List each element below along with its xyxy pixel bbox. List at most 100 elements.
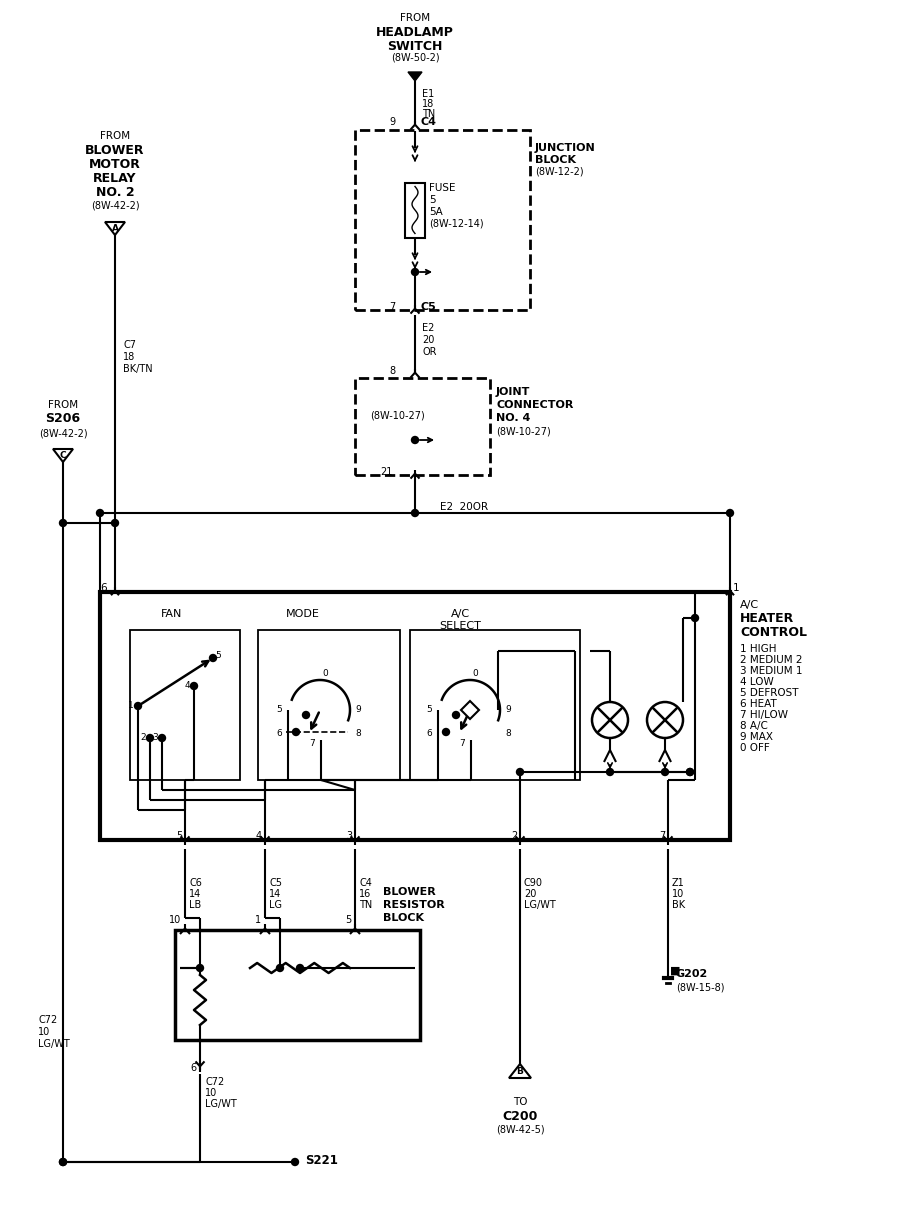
Polygon shape xyxy=(509,1064,531,1078)
Text: 18: 18 xyxy=(422,99,435,110)
Bar xyxy=(258,630,400,780)
Text: (8W-50-2): (8W-50-2) xyxy=(391,54,439,63)
Text: NO. 4: NO. 4 xyxy=(496,413,530,424)
Polygon shape xyxy=(105,221,125,235)
Circle shape xyxy=(453,712,459,718)
Text: C4: C4 xyxy=(420,117,436,127)
Text: 10: 10 xyxy=(205,1088,217,1098)
Text: C6: C6 xyxy=(189,877,202,888)
Text: LG/WT: LG/WT xyxy=(524,901,556,910)
Text: S206: S206 xyxy=(46,413,80,426)
Circle shape xyxy=(443,729,449,735)
Text: OR: OR xyxy=(422,347,436,357)
Circle shape xyxy=(647,702,683,738)
Text: A/C: A/C xyxy=(740,600,759,610)
Text: LG/WT: LG/WT xyxy=(205,1099,236,1109)
Text: 5: 5 xyxy=(345,915,351,925)
Text: C72: C72 xyxy=(205,1077,225,1087)
Text: 1: 1 xyxy=(733,583,740,593)
Text: LG/WT: LG/WT xyxy=(38,1039,69,1049)
Text: 6: 6 xyxy=(100,583,107,593)
Text: HEADLAMP: HEADLAMP xyxy=(376,26,454,39)
Text: 9: 9 xyxy=(389,117,395,127)
Text: (8W-42-2): (8W-42-2) xyxy=(38,428,88,438)
Text: 14: 14 xyxy=(269,888,281,899)
Text: 3: 3 xyxy=(152,734,158,742)
Text: 1: 1 xyxy=(128,701,134,711)
Circle shape xyxy=(146,735,153,741)
Text: C7: C7 xyxy=(123,340,136,350)
Text: C5: C5 xyxy=(269,877,282,888)
Text: (8W-12-2): (8W-12-2) xyxy=(535,167,583,176)
Circle shape xyxy=(209,655,216,662)
Text: 14: 14 xyxy=(189,888,201,899)
Polygon shape xyxy=(408,72,422,82)
Text: HEATER: HEATER xyxy=(740,612,794,626)
Text: 5 DEFROST: 5 DEFROST xyxy=(740,688,799,699)
Text: RELAY: RELAY xyxy=(93,172,137,185)
Text: 7: 7 xyxy=(459,740,465,748)
Text: (8W-15-8): (8W-15-8) xyxy=(676,983,725,993)
Text: RESISTOR: RESISTOR xyxy=(383,901,445,910)
Text: C4: C4 xyxy=(359,877,372,888)
Text: 21: 21 xyxy=(381,467,393,477)
Circle shape xyxy=(291,1159,299,1166)
Text: 8: 8 xyxy=(505,729,510,739)
Bar xyxy=(405,183,425,237)
Text: C72: C72 xyxy=(38,1015,58,1025)
Text: 8 A/C: 8 A/C xyxy=(740,720,768,731)
Text: 10: 10 xyxy=(38,1027,50,1037)
Text: 2 MEDIUM 2: 2 MEDIUM 2 xyxy=(740,655,803,664)
Text: BK/TN: BK/TN xyxy=(123,364,152,374)
Text: 20: 20 xyxy=(422,335,435,344)
Text: ■: ■ xyxy=(670,966,680,976)
Text: 2: 2 xyxy=(141,734,146,742)
Circle shape xyxy=(412,510,418,516)
Text: 4 LOW: 4 LOW xyxy=(740,677,773,688)
Circle shape xyxy=(606,768,614,775)
Text: 6: 6 xyxy=(426,729,432,739)
Text: JOINT: JOINT xyxy=(496,387,530,397)
Text: 10: 10 xyxy=(169,915,181,925)
Text: BLOCK: BLOCK xyxy=(383,913,424,922)
Text: MOTOR: MOTOR xyxy=(89,157,141,170)
Circle shape xyxy=(517,768,523,775)
Text: 2: 2 xyxy=(510,831,517,841)
Circle shape xyxy=(297,965,303,971)
Text: 8: 8 xyxy=(389,366,395,376)
Text: G202: G202 xyxy=(676,969,708,978)
Text: 6 HEAT: 6 HEAT xyxy=(740,699,777,710)
Text: JUNCTION: JUNCTION xyxy=(535,144,596,153)
Circle shape xyxy=(59,1159,67,1166)
Text: A/C: A/C xyxy=(450,608,469,619)
Text: SELECT: SELECT xyxy=(439,621,481,630)
Text: 7: 7 xyxy=(389,302,395,312)
Text: 4: 4 xyxy=(256,831,262,841)
Polygon shape xyxy=(461,701,479,719)
Text: Z1: Z1 xyxy=(672,877,685,888)
Text: CONNECTOR: CONNECTOR xyxy=(496,400,573,410)
Text: 0 OFF: 0 OFF xyxy=(740,744,770,753)
Circle shape xyxy=(191,683,197,690)
Text: 1 HIGH: 1 HIGH xyxy=(740,644,776,654)
Text: BLOCK: BLOCK xyxy=(535,155,576,166)
Text: 3: 3 xyxy=(346,831,352,841)
Text: E2: E2 xyxy=(422,323,435,333)
Text: C90: C90 xyxy=(524,877,543,888)
Circle shape xyxy=(687,768,694,775)
Text: S221: S221 xyxy=(305,1154,338,1167)
Text: (8W-42-5): (8W-42-5) xyxy=(496,1125,544,1135)
Text: SWITCH: SWITCH xyxy=(387,39,443,52)
Text: 3 MEDIUM 1: 3 MEDIUM 1 xyxy=(740,666,803,675)
Text: BK: BK xyxy=(672,901,685,910)
Text: FROM: FROM xyxy=(400,13,430,23)
Text: FROM: FROM xyxy=(100,131,130,141)
Circle shape xyxy=(592,702,628,738)
Bar xyxy=(355,130,530,310)
Circle shape xyxy=(292,729,299,735)
Text: 20: 20 xyxy=(524,888,536,899)
Text: 5: 5 xyxy=(277,706,282,714)
Text: C: C xyxy=(59,452,67,460)
Text: 8: 8 xyxy=(355,729,361,739)
Text: FROM: FROM xyxy=(48,400,79,410)
